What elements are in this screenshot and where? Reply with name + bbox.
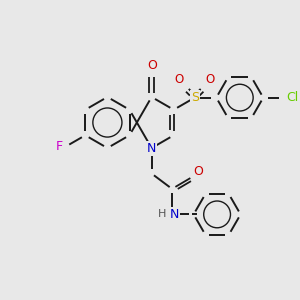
Text: O: O (148, 59, 158, 72)
Text: N: N (147, 142, 156, 154)
Text: O: O (206, 74, 215, 86)
Text: S: S (191, 91, 199, 104)
Text: F: F (56, 140, 62, 153)
Text: Cl: Cl (286, 91, 298, 104)
Text: O: O (194, 165, 204, 178)
Text: O: O (174, 74, 184, 86)
Text: N: N (169, 208, 179, 221)
Text: H: H (158, 209, 166, 219)
